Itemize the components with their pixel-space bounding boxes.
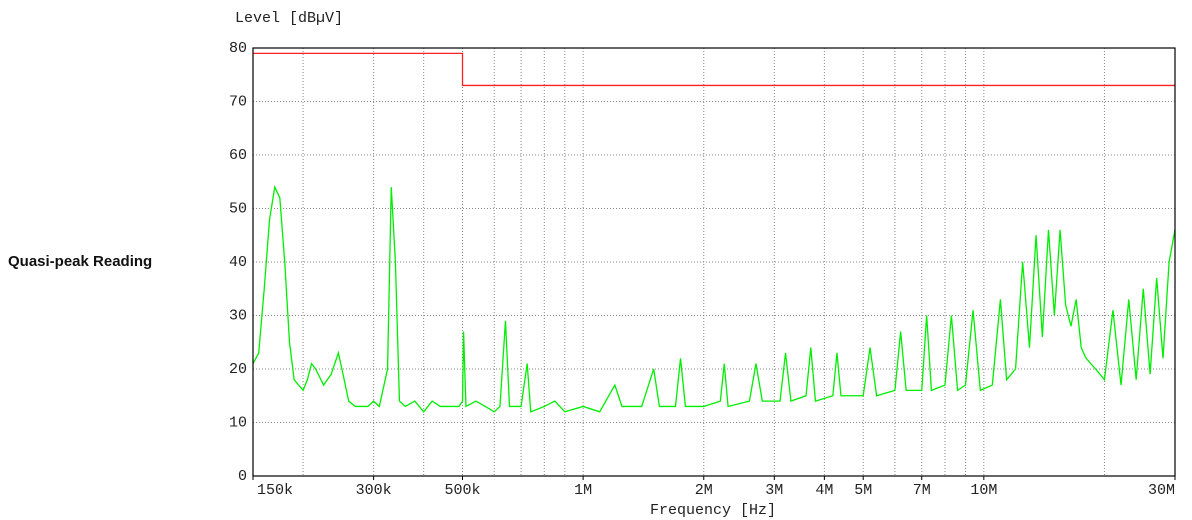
y-tick-label: 50 [229, 200, 247, 217]
y-tick-label: 20 [229, 361, 247, 378]
x-tick-label: 5M [854, 482, 872, 499]
y-tick-label: 70 [229, 93, 247, 110]
x-tick-label: 500k [445, 482, 481, 499]
x-tick-label: 150k [257, 482, 293, 499]
y-axis-label: Quasi-peak Reading [8, 253, 152, 270]
y-tick-label: 30 [229, 307, 247, 324]
y-tick-label: 0 [238, 468, 247, 485]
x-axis-label: Frequency [Hz] [650, 502, 776, 519]
chart-title: Level [dBµV] [235, 10, 343, 27]
y-tick-label: 60 [229, 147, 247, 164]
x-tick-label: 30M [1148, 482, 1175, 499]
y-tick-label: 80 [229, 40, 247, 57]
y-tick-label: 40 [229, 254, 247, 271]
y-tick-label: 10 [229, 414, 247, 431]
x-tick-label: 2M [695, 482, 713, 499]
x-tick-label: 4M [815, 482, 833, 499]
plot-frame [252, 47, 1176, 477]
x-tick-label: 300k [356, 482, 392, 499]
x-tick-label: 3M [765, 482, 783, 499]
x-tick-label: 1M [574, 482, 592, 499]
series-line [253, 52, 1175, 87]
series-line [252, 184, 1176, 413]
x-tick-label: 7M [913, 482, 931, 499]
x-tick-label: 10M [970, 482, 997, 499]
